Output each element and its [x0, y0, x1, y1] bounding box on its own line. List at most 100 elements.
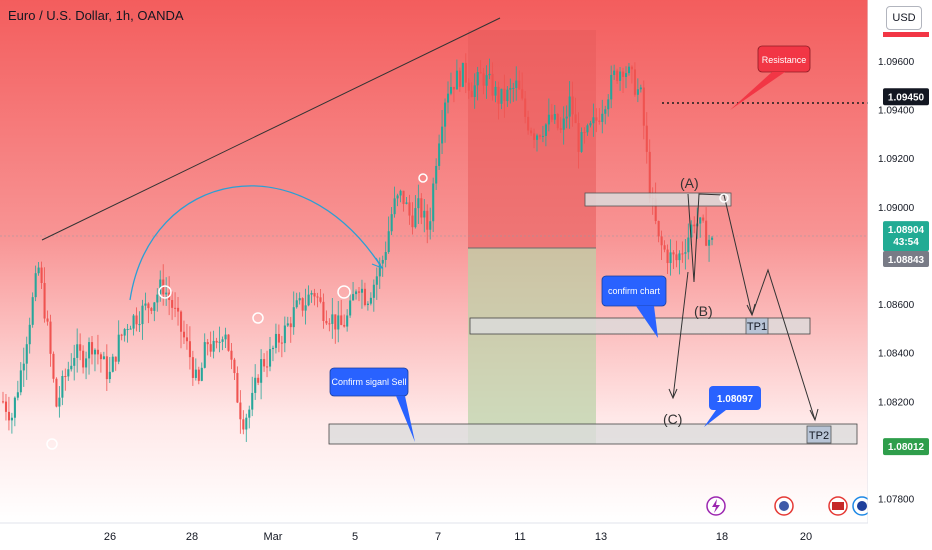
x-tick-label: 26: [104, 531, 116, 543]
candle-body: [52, 353, 55, 379]
candle-body: [82, 350, 85, 368]
candle-body: [99, 354, 102, 360]
candle-body: [485, 75, 488, 86]
candle-body: [233, 359, 236, 374]
us-flag-event-icon[interactable]: [828, 496, 848, 516]
candle-body: [349, 300, 352, 316]
confirm-chart-callout[interactable]: [601, 275, 667, 307]
price-axis[interactable]: [868, 0, 932, 550]
y-tick-label: 1.09200: [878, 154, 915, 165]
candle-body: [10, 417, 13, 421]
candle-body: [328, 323, 331, 325]
arc-drawing[interactable]: [129, 185, 383, 301]
tp2-tag: [806, 425, 832, 444]
candle-body: [476, 72, 479, 86]
candle-body: [248, 409, 251, 418]
eu-flag-event-icon[interactable]: [852, 496, 872, 516]
y-tick-label: 1.08200: [878, 397, 915, 408]
candle-body: [494, 86, 497, 96]
candle-body: [414, 208, 417, 228]
candle-body: [49, 321, 52, 354]
candle-body: [556, 114, 559, 129]
candle-body: [91, 342, 94, 355]
candle-body: [568, 96, 571, 117]
candle-body: [215, 340, 218, 343]
candle-body: [509, 88, 512, 90]
candle-body: [699, 217, 702, 224]
pivot-marker: [337, 285, 351, 299]
candle-body: [337, 315, 340, 330]
x-tick-label: 7: [435, 531, 441, 543]
candle-body: [426, 210, 429, 230]
candle-body: [355, 291, 358, 295]
candle-body: [257, 377, 260, 383]
currency-button[interactable]: USD: [886, 6, 922, 30]
candle-body: [598, 120, 601, 122]
candle-body: [289, 323, 292, 328]
candle-body: [132, 315, 135, 329]
trend-line[interactable]: [41, 17, 501, 241]
candle-body: [408, 202, 411, 216]
candle-body: [455, 70, 458, 90]
candle-body: [70, 365, 73, 370]
confirm-signal-callout[interactable]: [329, 367, 409, 397]
target-price-tag-bg: [883, 438, 929, 456]
x-axis-ticks: 26 28 Mar 5 7 11 13 18 20: [104, 531, 812, 543]
candle-body: [506, 89, 509, 102]
candles-layer: [2, 53, 714, 442]
candle-body: [126, 329, 129, 331]
plot-area-background: [0, 0, 868, 523]
candle-body: [304, 305, 307, 311]
candle-body: [583, 132, 586, 134]
tp2-zone-box[interactable]: [328, 423, 858, 445]
candle-body: [438, 143, 441, 166]
candle-body: [622, 71, 625, 77]
candle-body: [147, 303, 150, 309]
y-tick-label: 1.07800: [878, 495, 915, 506]
candle-body: [577, 123, 580, 152]
wave-projection-line[interactable]: [687, 193, 753, 316]
chart-title: Euro / U.S. Dollar, 1h, OANDA: [8, 8, 184, 23]
y-tick-label: 1.09600: [878, 57, 915, 68]
candle-body: [687, 237, 690, 253]
candle-body: [334, 314, 337, 330]
candle-body: [705, 220, 708, 246]
candle-body: [31, 297, 34, 325]
arrow-head-tp1: [746, 303, 756, 317]
candle-body: [111, 356, 114, 372]
candle-body: [37, 267, 40, 274]
current-price-tag-bg: [883, 221, 929, 252]
candle-body: [13, 397, 16, 418]
wave-projection-line-2[interactable]: [751, 268, 816, 421]
candle-body: [550, 114, 553, 120]
candle-body: [678, 253, 681, 261]
tp2-label: TP2: [809, 430, 829, 442]
candle-body: [310, 293, 313, 295]
candle-body: [669, 252, 672, 264]
candle-body: [4, 401, 8, 412]
current-price-tag: 1.08904: [888, 225, 925, 236]
stop-loss-zone: [468, 30, 596, 248]
candle-body: [96, 349, 100, 355]
candle-body: [64, 375, 67, 377]
candle-body: [565, 116, 568, 119]
candle-body: [390, 214, 393, 232]
x-tick-label: 28: [186, 531, 198, 543]
candle-body: [239, 402, 242, 420]
lightning-event-icon[interactable]: [706, 496, 726, 516]
arrow-to-c[interactable]: [672, 271, 689, 399]
time-axis[interactable]: [0, 523, 868, 550]
candle-body: [580, 132, 583, 152]
tp1-zone-box[interactable]: [469, 317, 811, 335]
candle-body: [301, 298, 304, 311]
candle-body: [185, 337, 189, 342]
prev-price-tag: 1.08843: [888, 255, 925, 266]
candle-body: [500, 88, 503, 104]
candle-body: [153, 302, 156, 311]
us-flag-event-icon[interactable]: [774, 496, 794, 516]
candle-body: [188, 341, 191, 358]
level-callout[interactable]: [709, 386, 761, 410]
abc-zone-box[interactable]: [584, 192, 732, 207]
